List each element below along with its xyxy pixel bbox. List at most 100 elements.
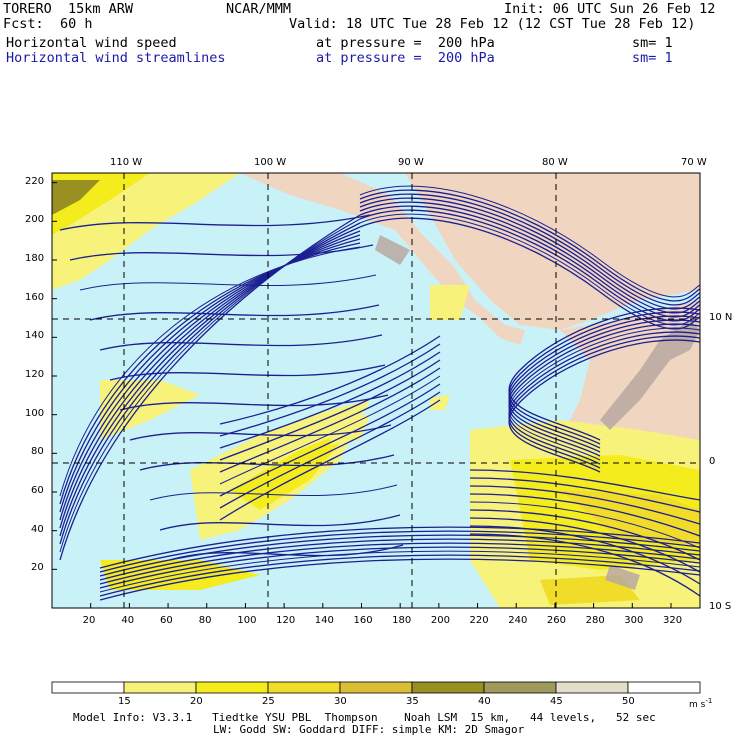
streamline (59, 242, 361, 505)
streamline (169, 544, 404, 561)
longitude-label: 90 W (398, 157, 424, 168)
longitude-label: 70 W (681, 157, 707, 168)
streamline (359, 197, 700, 310)
streamline (469, 533, 700, 597)
streamline (508, 335, 700, 469)
streamline (159, 514, 401, 531)
streamline (149, 484, 398, 501)
x-tick-label: 140 (314, 615, 334, 626)
streamline (359, 185, 700, 298)
streamline (359, 193, 700, 306)
streamline (109, 364, 386, 381)
streamline (59, 230, 361, 529)
colorbar-swatch (267, 681, 341, 694)
streamline (469, 509, 700, 561)
forecast-label: Fcst: (3, 16, 44, 32)
field2-smoothing: sm= 1 (632, 50, 673, 66)
streamline (219, 343, 441, 437)
streamline (469, 477, 700, 513)
latitude-label: 10 N (709, 312, 733, 323)
organization: NCAR/MMM (226, 1, 292, 17)
x-tick-label: 300 (624, 615, 644, 626)
colorbar-level-label: 30 (334, 696, 347, 707)
streamline (79, 274, 377, 291)
forecast-hour: 60 h (60, 16, 93, 32)
model-name: TORERO 15km ARW (3, 1, 134, 17)
streamline (99, 538, 700, 581)
streamline (59, 214, 371, 231)
y-tick-label: 120 (25, 369, 45, 380)
graticule (52, 173, 700, 608)
streamline (508, 339, 700, 473)
y-tick-label: 40 (31, 523, 44, 535)
streamline (59, 238, 361, 513)
streamline (99, 530, 700, 573)
field2-name: Horizontal wind streamlines (6, 50, 226, 66)
longitude-label: 80 W (542, 157, 568, 168)
x-tick-label: 60 (160, 615, 173, 626)
colorbar-swatch (339, 681, 413, 694)
y-tick-label: 200 (25, 214, 45, 226)
streamline (89, 304, 380, 321)
streamline (219, 335, 441, 425)
streamline (219, 351, 441, 449)
streamline (59, 218, 361, 553)
streamline (219, 375, 441, 485)
y-tick-label: 220 (25, 175, 45, 187)
x-tick-label: 260 (546, 615, 567, 626)
colorbar-level-label: 15 (118, 696, 131, 707)
colorbar-level-label: 35 (406, 696, 419, 707)
init-time: Init: 06 UTC Sun 26 Feb 12 (504, 1, 716, 17)
valid-time: Valid: 18 UTC Tue 28 Feb 12 (12 CST Tue … (289, 16, 696, 32)
streamline (59, 234, 361, 521)
field1-name: Horizontal wind speed (6, 35, 177, 51)
x-tick-label: 120 (276, 615, 296, 626)
streamline (359, 217, 700, 330)
colorbar-swatch (555, 681, 629, 694)
colorbar-swatch (195, 681, 269, 694)
streamline (99, 526, 700, 569)
y-tick-label: 100 (25, 407, 45, 419)
y-tick-label: 80 (31, 446, 44, 458)
longitude-label: 110 W (110, 157, 143, 168)
streamline (119, 394, 389, 411)
streamline (469, 469, 700, 501)
streamline (99, 542, 700, 585)
colorbar-level-label: 45 (550, 696, 563, 707)
y-axis-ticks (52, 182, 57, 570)
streamline (99, 546, 700, 589)
streamline (359, 201, 700, 314)
streamline (59, 246, 361, 497)
streamline (359, 213, 700, 326)
streamline (69, 244, 374, 261)
streamline (359, 189, 700, 302)
x-tick-label: 280 (585, 615, 605, 626)
streamline (99, 554, 700, 597)
streamline (219, 359, 441, 461)
streamline (99, 558, 700, 601)
colorbar-swatch (483, 681, 557, 694)
colorbar-swatch (51, 681, 125, 694)
streamline (129, 424, 392, 441)
x-tick-label: 40 (121, 615, 135, 626)
colorbar-swatch (411, 681, 485, 694)
streamline (508, 319, 700, 453)
x-tick-label: 320 (662, 615, 683, 626)
colorbar-swatch (627, 681, 701, 694)
streamline (219, 399, 441, 521)
x-tick-label: 240 (508, 615, 528, 626)
streamline (359, 205, 700, 318)
streamline (219, 367, 441, 473)
field1-smoothing: sm= 1 (632, 35, 673, 51)
x-tick-label: 180 (392, 615, 412, 626)
y-tick-label: 140 (25, 330, 45, 342)
latitude-label: 10 S (709, 601, 732, 612)
colorbar-level-label: 40 (478, 696, 491, 707)
streamline (508, 331, 700, 465)
x-tick-label: 20 (82, 615, 96, 626)
colorbar-level-label: 25 (262, 696, 275, 707)
plot-frame (51, 172, 701, 609)
colorbar-level-label: 50 (622, 696, 635, 707)
